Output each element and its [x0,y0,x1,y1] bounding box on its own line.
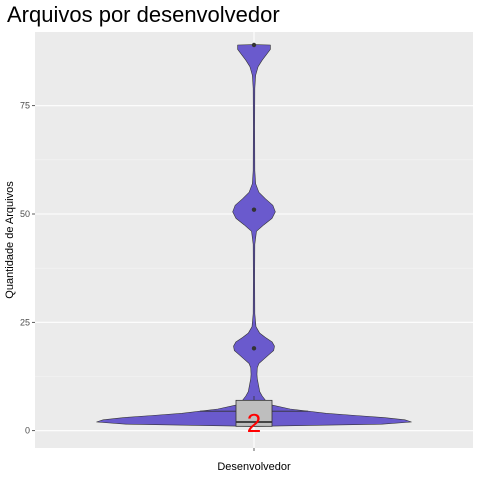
boxplot-layer [235,396,273,427]
violin-shape [96,44,412,427]
data-point [251,207,257,212]
chart-title: Arquivos por desenvolvedor [7,2,280,27]
y-axis-ticks: 0 25 50 75 [20,101,35,436]
y-tick-label: 0 [25,426,30,436]
y-tick-label: 75 [20,101,30,111]
data-point [251,346,257,351]
median-label: 2 [247,408,261,438]
y-tick-label: 25 [20,317,30,327]
data-point [251,42,257,48]
x-axis-label: Desenvolvedor [217,461,291,473]
points-layer [251,42,257,351]
y-tick-label: 50 [20,209,30,219]
y-axis-label: Quantidade de Arquivos [4,181,16,299]
